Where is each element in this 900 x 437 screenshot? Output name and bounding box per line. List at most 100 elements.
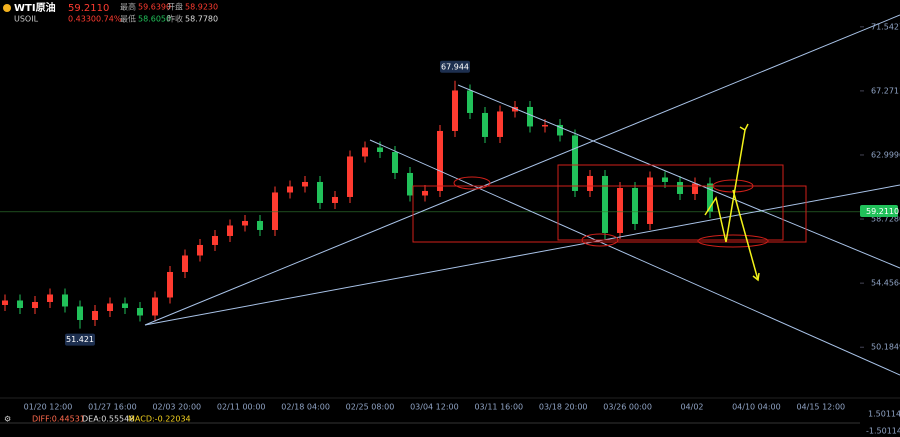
candle-body — [482, 112, 488, 137]
change: 0.4330 — [68, 15, 96, 24]
candle-body — [617, 187, 623, 233]
symbol: USOIL — [14, 15, 39, 24]
stat-label: 最低 — [120, 14, 136, 24]
candle-body — [407, 172, 413, 196]
range-box — [557, 164, 784, 241]
x-tick-label: 03/04 12:00 — [410, 403, 459, 412]
plot: 71.5427 67.2711 62.9996 58.7280 54.4564 50.18… — [0, 22, 900, 412]
ellipse — [453, 176, 491, 190]
candle-body — [317, 181, 323, 203]
y-tick-label: 62.9996 — [871, 150, 900, 159]
x-tick-label: 04/02 — [680, 403, 703, 412]
candle-body — [452, 90, 458, 131]
candle-body — [677, 181, 683, 194]
macd-settings-icon: ⚙ — [4, 415, 11, 424]
x-tick-label: 02/25 08:00 — [346, 403, 395, 412]
x-tick-label: 02/03 20:00 — [152, 403, 201, 412]
trend-line — [457, 84, 900, 269]
candle-body — [122, 303, 128, 308]
x-tick-label: 03/26 00:00 — [603, 403, 652, 412]
x-tick-label: 01/27 16:00 — [88, 403, 137, 412]
candle-body — [137, 307, 143, 316]
low-marker: 51.421 — [66, 335, 94, 344]
candle-body — [512, 106, 518, 112]
candle-body — [542, 124, 548, 127]
candle-body — [662, 177, 668, 182]
candle-body — [182, 255, 188, 272]
x-tick-label: 04/10 04:00 — [732, 403, 781, 412]
stat-value: 58.9230 — [185, 3, 218, 12]
instrument-name: WTI原油 — [14, 1, 56, 14]
logo — [3, 4, 11, 12]
x-tick-label: 02/11 00:00 — [217, 403, 266, 412]
candle-body — [77, 306, 83, 320]
y-tick-label: 50.1849 — [871, 343, 900, 352]
candle-body — [392, 151, 398, 173]
candle-body — [287, 186, 293, 193]
candle-body — [152, 297, 158, 316]
candle-body — [272, 192, 278, 230]
candle-body — [32, 301, 38, 308]
arrow — [704, 129, 746, 243]
stat-value: 59.6390 — [138, 3, 171, 12]
candle-body — [347, 156, 353, 197]
candle-body — [302, 181, 308, 187]
stat-label: 开盘 — [167, 2, 183, 12]
stat-value: 58.6050 — [138, 15, 171, 24]
stat-value: 58.7780 — [185, 15, 218, 24]
arrow-head — [739, 123, 749, 132]
x-tick-label: 03/18 20:00 — [539, 403, 588, 412]
candle-body — [557, 124, 563, 136]
zones — [412, 164, 807, 248]
candle-body — [227, 225, 233, 236]
candle-body — [197, 244, 203, 256]
candle-body — [587, 175, 593, 191]
arrows — [704, 123, 760, 282]
candle-body — [692, 183, 698, 194]
ellipse — [697, 234, 769, 248]
candle-body — [632, 187, 638, 224]
arrow — [732, 189, 759, 281]
candle-body — [362, 147, 368, 157]
candle-body — [332, 196, 338, 203]
ellipse — [581, 233, 619, 247]
stat-label: 最高 — [120, 2, 136, 12]
stat-label: 昨收 — [167, 14, 183, 24]
y-tick-label: 58.7280 — [871, 215, 900, 224]
candle-body — [107, 303, 113, 311]
candle-body — [62, 294, 68, 307]
candle-body — [422, 190, 428, 196]
price: 59.2110 — [68, 3, 109, 14]
macd-top: 1.50114 — [868, 410, 900, 419]
candle-body — [167, 271, 173, 298]
macd-dea: DEA:0.55548 — [82, 415, 134, 424]
y-tick-label: 71.5427 — [871, 22, 900, 31]
x-tick-label: 01/20 12:00 — [24, 403, 73, 412]
candle-body — [437, 130, 443, 191]
marker-box — [440, 60, 470, 73]
trend-line — [144, 184, 900, 326]
macd-value: MACD:-0.22034 — [128, 415, 191, 424]
price-tag-label: 59.2110 — [866, 207, 899, 216]
candle-body — [497, 111, 503, 137]
candle-body — [647, 177, 653, 224]
candle-body — [572, 135, 578, 191]
candle-body — [2, 300, 8, 305]
y-tick-label: 67.2711 — [871, 86, 900, 95]
high-marker: 67.944 — [441, 62, 469, 71]
candle-body — [92, 310, 98, 320]
macd-bottom: -1.50114 — [866, 427, 900, 436]
trend-line — [144, 14, 900, 326]
x-tick-label: 03/11 16:00 — [474, 403, 523, 412]
candle-body — [467, 90, 473, 113]
price-tag — [860, 205, 898, 217]
candle-body — [602, 175, 608, 233]
candle-body — [257, 220, 263, 230]
candle-body — [707, 183, 713, 212]
candle-body — [377, 147, 383, 152]
candle-body — [242, 220, 248, 226]
candle-body — [47, 294, 53, 302]
range-box — [412, 185, 807, 243]
candle-body — [527, 106, 533, 127]
